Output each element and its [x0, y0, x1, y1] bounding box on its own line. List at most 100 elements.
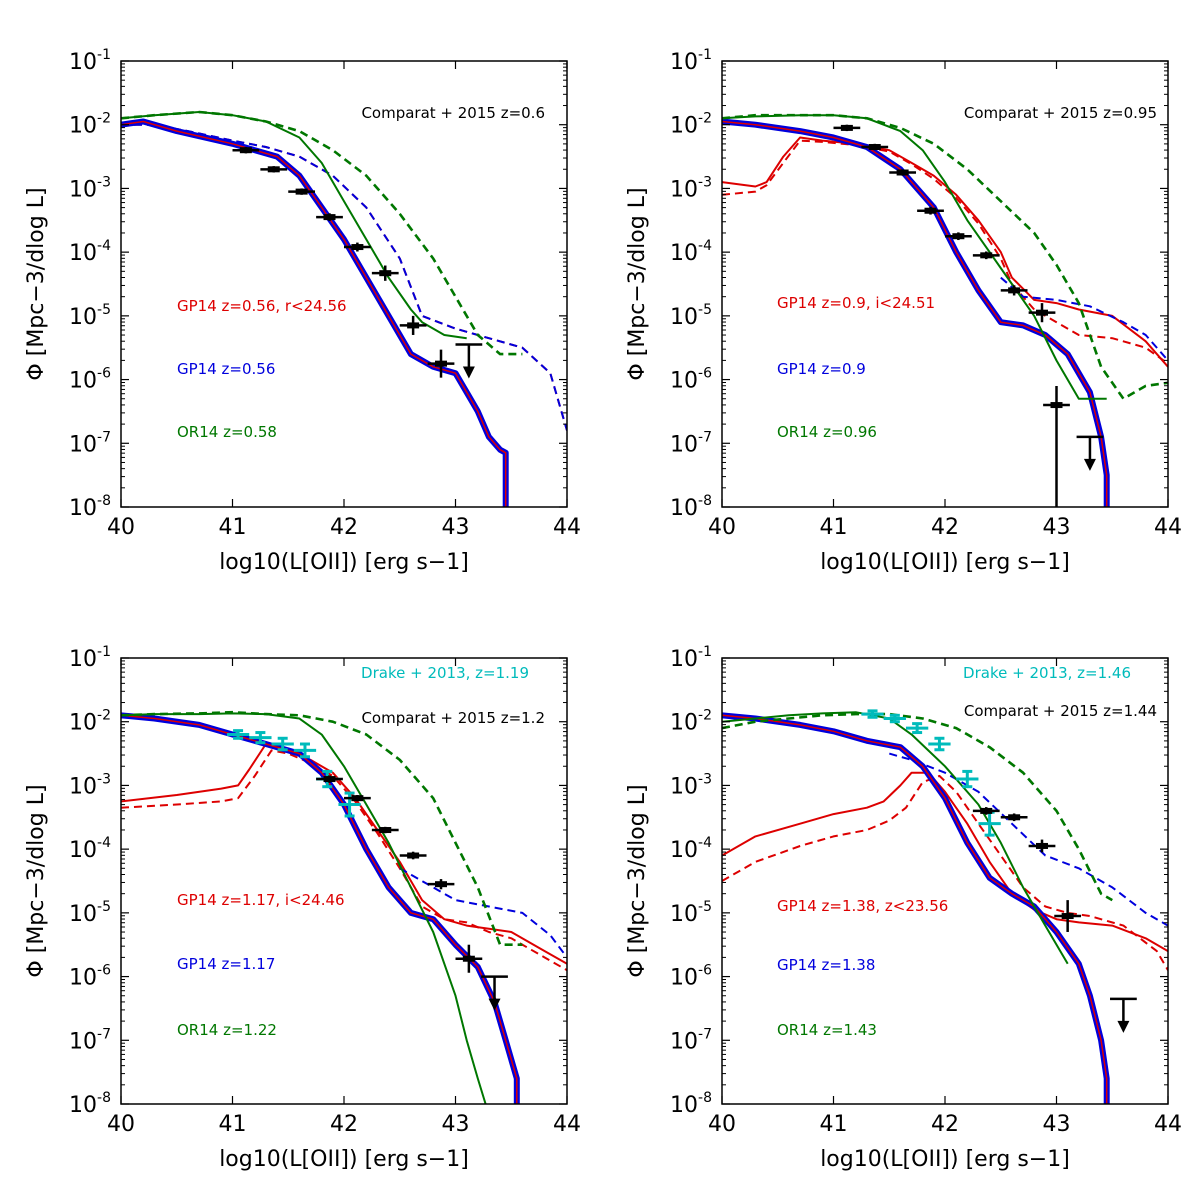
series-line-6 — [722, 113, 1168, 401]
comparat-point — [316, 213, 343, 221]
y-tick-label: 10-6 — [69, 366, 111, 394]
x-tick-label: 41 — [219, 515, 247, 540]
comparat-point — [1000, 285, 1028, 296]
x-tick-label: 43 — [442, 515, 470, 540]
comparat-point-marker — [980, 807, 993, 814]
y-tick-label: 10-6 — [670, 963, 712, 991]
x-axis-label: log10(L[OII]) [erg s−1] — [820, 1147, 1070, 1172]
comparat-point-marker — [379, 827, 392, 834]
x-tick-label: 44 — [553, 1112, 581, 1137]
annotation-label: OR14 z=0.58 — [177, 423, 277, 441]
annotation-label: Comparat + 2015 z=1.2 — [361, 709, 545, 727]
y-tick-label: 10-7 — [670, 429, 712, 457]
comparat-point-marker — [323, 776, 336, 783]
annotation-label: Comparat + 2015 z=0.6 — [361, 104, 545, 122]
series-line-3 — [121, 712, 520, 1104]
comparat-point-marker — [1050, 402, 1063, 409]
comparat-point — [945, 232, 972, 241]
comparat-point-marker — [1036, 309, 1049, 316]
upper-limit-arrow — [1117, 1020, 1130, 1033]
series-line-6 — [722, 712, 1113, 902]
comparat-point-marker — [351, 244, 364, 251]
series-line-6 — [121, 710, 523, 947]
comparat-point — [371, 265, 399, 281]
comparat-point-marker — [896, 169, 909, 176]
y-tick-label: 10-7 — [69, 429, 111, 457]
annotation-label: GP14 z=0.56 — [177, 360, 275, 378]
y-tick-label: 10-4 — [69, 835, 111, 863]
comparat-point-marker — [407, 852, 420, 859]
x-tick-label: 41 — [820, 515, 848, 540]
plot-area — [121, 110, 567, 507]
drake-point — [978, 810, 1001, 837]
annotation-label: Comparat + 2015 z=0.95 — [964, 104, 1157, 122]
x-tick-label: 40 — [708, 1112, 736, 1137]
series-line-0 — [121, 123, 567, 431]
x-tick-label: 40 — [708, 515, 736, 540]
x-tick-label: 44 — [553, 515, 581, 540]
series-line-1 — [722, 774, 1168, 971]
upper-limit-arrow — [1083, 458, 1096, 471]
y-tick-label: 10-5 — [69, 302, 111, 330]
drake-point — [249, 731, 272, 745]
upper-limit — [1110, 997, 1137, 1033]
y-tick-label: 10-8 — [670, 493, 712, 521]
y-axis-label: Φ [Mpc−3/dlog L] — [24, 784, 49, 977]
comparat-point — [1054, 900, 1082, 932]
y-tick-label: 10-6 — [670, 366, 712, 394]
annotation-label: OR14 z=1.43 — [777, 1021, 877, 1039]
comparat-point — [1028, 839, 1056, 853]
x-tick-label: 44 — [1154, 1112, 1182, 1137]
y-axis-label: Φ [Mpc−3/dlog L] — [24, 187, 49, 380]
series-line-5 — [121, 110, 523, 356]
series-line-0 — [121, 743, 567, 965]
x-tick-label: 42 — [330, 515, 358, 540]
annotation-label: GP14 z=1.17, i<24.46 — [177, 891, 345, 909]
annotation-label: Drake + 2013, z=1.19 — [361, 664, 529, 682]
x-tick-label: 42 — [931, 1112, 959, 1137]
comparat-point — [399, 315, 427, 335]
plot-area — [722, 709, 1168, 1104]
x-tick-label: 40 — [107, 515, 135, 540]
y-tick-label: 10-4 — [670, 238, 712, 266]
annotation-label: GP14 z=1.38 — [777, 956, 875, 974]
upper-limit-arrow — [462, 366, 475, 379]
series-line-0 — [722, 136, 1168, 368]
comparat-point — [889, 169, 917, 176]
comparat-point-marker — [351, 795, 364, 802]
y-tick-label: 10-1 — [69, 47, 111, 75]
comparat-point-marker — [924, 207, 937, 214]
comparat-point — [399, 851, 427, 860]
x-tick-label: 41 — [820, 1112, 848, 1137]
y-tick-label: 10-8 — [670, 1090, 712, 1118]
panel-top-right: 40 41 42 43 44 10-8 10-7 10-6 10-5 10-4 10-3 10-2 10… — [625, 47, 1182, 575]
comparat-point — [972, 251, 1000, 260]
drake-point — [293, 742, 317, 759]
y-tick-label: 10-5 — [670, 302, 712, 330]
x-tick-label: 43 — [1043, 1112, 1071, 1137]
upper-limit — [481, 975, 508, 1011]
y-tick-label: 10-1 — [670, 47, 712, 75]
y-tick-label: 10-3 — [670, 771, 712, 799]
upper-limit-arrow — [488, 998, 501, 1011]
comparat-point — [344, 242, 371, 252]
comparat-point — [288, 188, 316, 195]
comparat-point-marker — [462, 955, 475, 962]
y-tick-label: 10-7 — [69, 1026, 111, 1054]
comparat-point-marker — [323, 214, 336, 221]
comparat-point-marker — [868, 144, 881, 151]
x-tick-label: 40 — [107, 1112, 135, 1137]
y-tick-label: 10-3 — [69, 174, 111, 202]
y-tick-label: 10-1 — [670, 644, 712, 672]
y-tick-label: 10-2 — [69, 111, 111, 139]
annotation-label: OR14 z=1.22 — [177, 1021, 277, 1039]
series-line-1 — [121, 123, 567, 431]
x-axis-label: log10(L[OII]) [erg s−1] — [219, 550, 469, 575]
comparat-point — [232, 147, 260, 154]
comparat-point — [427, 879, 455, 890]
comparat-point — [427, 349, 455, 378]
drake-point — [861, 709, 884, 719]
y-tick-label: 10-8 — [69, 1090, 111, 1118]
drake-point — [883, 713, 906, 724]
series-line-1 — [722, 139, 1168, 365]
